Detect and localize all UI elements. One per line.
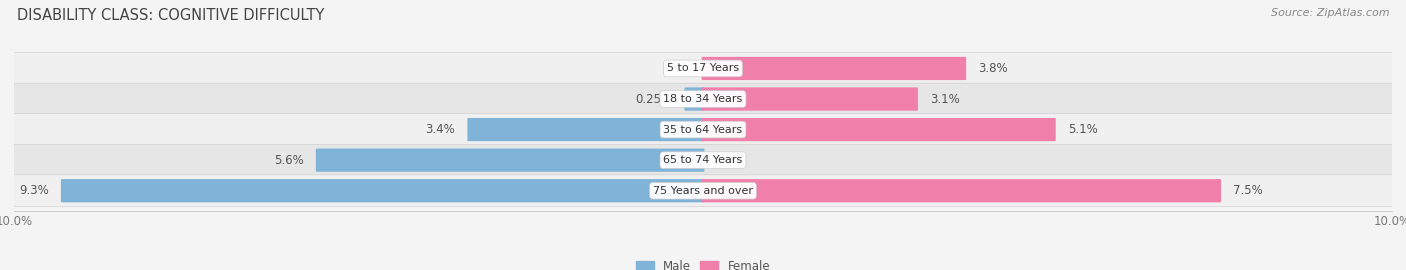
- FancyBboxPatch shape: [702, 118, 1056, 141]
- FancyBboxPatch shape: [11, 175, 1395, 207]
- Text: 0.0%: 0.0%: [664, 62, 693, 75]
- FancyBboxPatch shape: [11, 144, 1395, 176]
- FancyBboxPatch shape: [702, 179, 1220, 202]
- Text: 5.6%: 5.6%: [274, 154, 304, 167]
- Text: DISABILITY CLASS: COGNITIVE DIFFICULTY: DISABILITY CLASS: COGNITIVE DIFFICULTY: [17, 8, 325, 23]
- FancyBboxPatch shape: [11, 114, 1395, 146]
- Text: 35 to 64 Years: 35 to 64 Years: [664, 124, 742, 135]
- Text: 5 to 17 Years: 5 to 17 Years: [666, 63, 740, 73]
- FancyBboxPatch shape: [316, 148, 704, 172]
- FancyBboxPatch shape: [11, 83, 1395, 115]
- Text: 0.25%: 0.25%: [636, 93, 672, 106]
- Text: 3.1%: 3.1%: [931, 93, 960, 106]
- FancyBboxPatch shape: [702, 57, 966, 80]
- FancyBboxPatch shape: [60, 179, 704, 202]
- Text: 5.1%: 5.1%: [1069, 123, 1098, 136]
- Text: 9.3%: 9.3%: [18, 184, 48, 197]
- Text: 3.4%: 3.4%: [425, 123, 456, 136]
- Text: Source: ZipAtlas.com: Source: ZipAtlas.com: [1271, 8, 1389, 18]
- Text: 0.0%: 0.0%: [713, 154, 742, 167]
- Text: 65 to 74 Years: 65 to 74 Years: [664, 155, 742, 165]
- FancyBboxPatch shape: [11, 53, 1395, 84]
- Text: 75 Years and over: 75 Years and over: [652, 186, 754, 196]
- FancyBboxPatch shape: [467, 118, 704, 141]
- FancyBboxPatch shape: [702, 87, 918, 111]
- Text: 3.8%: 3.8%: [979, 62, 1008, 75]
- Legend: Male, Female: Male, Female: [631, 255, 775, 270]
- Text: 18 to 34 Years: 18 to 34 Years: [664, 94, 742, 104]
- Text: 7.5%: 7.5%: [1233, 184, 1263, 197]
- FancyBboxPatch shape: [685, 87, 704, 111]
